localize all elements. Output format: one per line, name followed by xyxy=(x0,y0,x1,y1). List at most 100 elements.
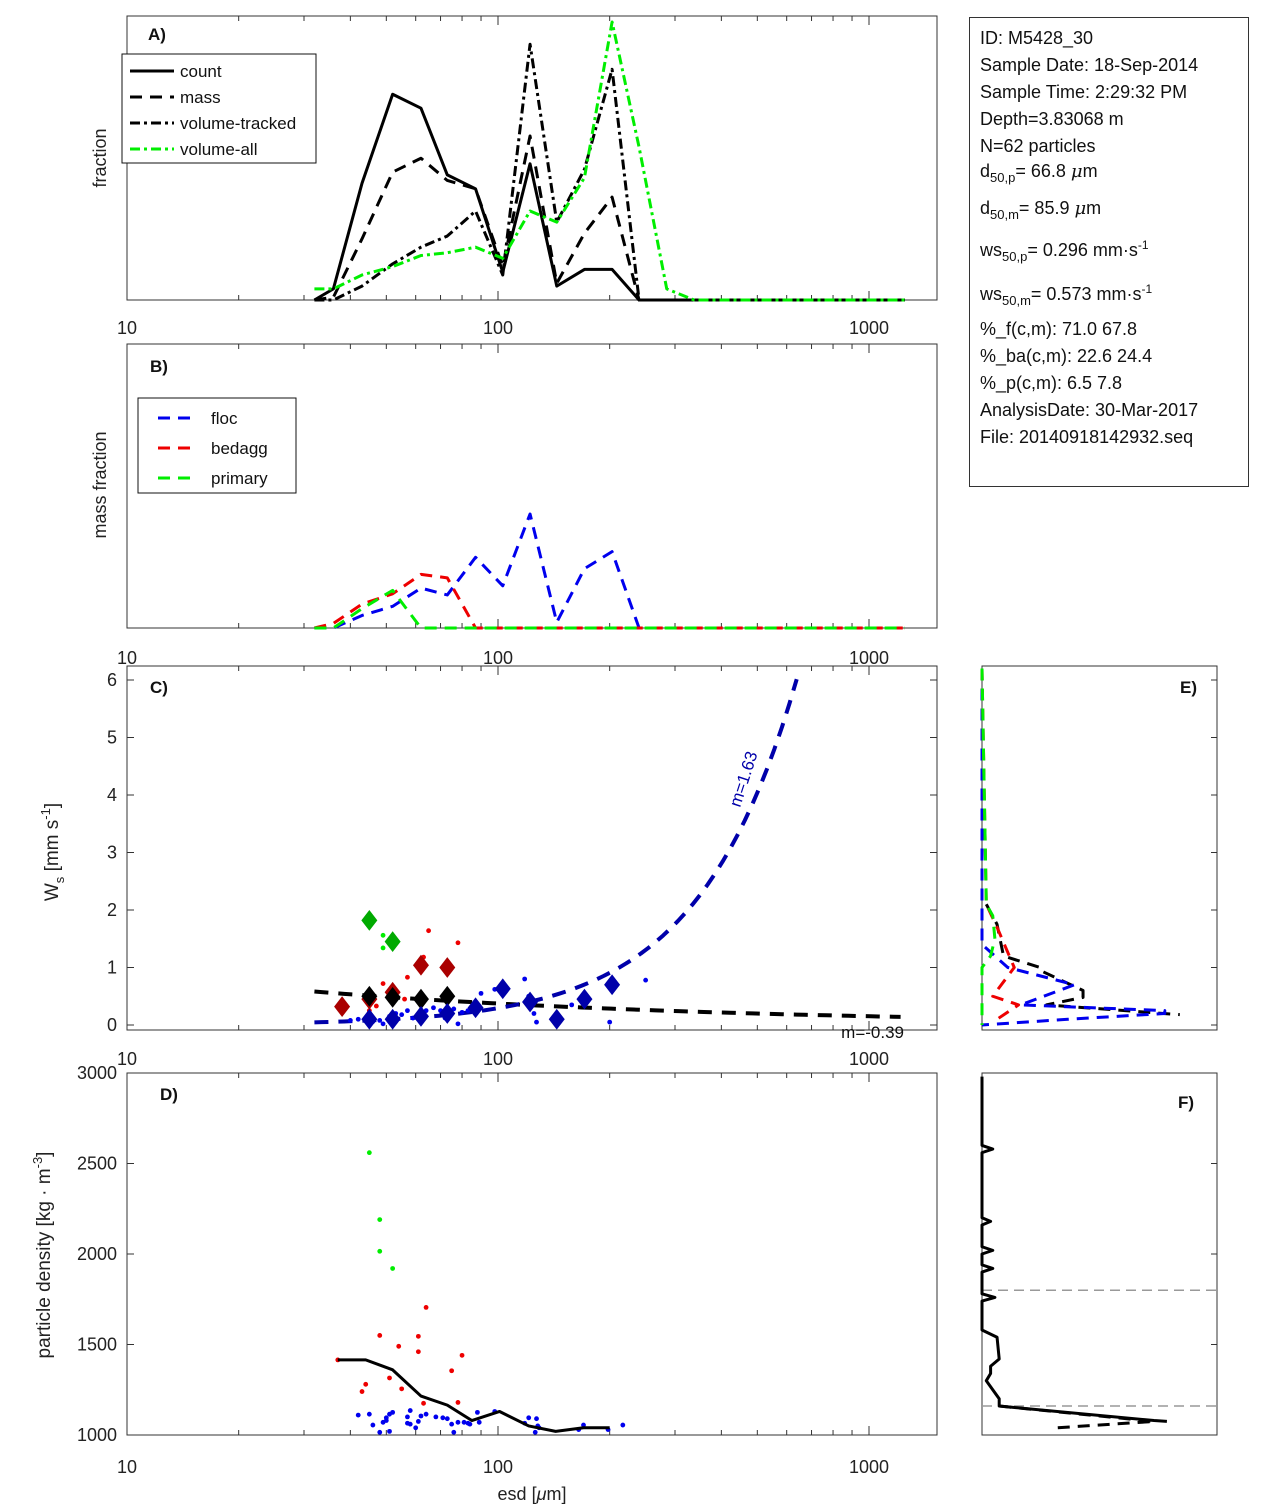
particle-point-primary xyxy=(390,1266,396,1271)
binned-mean-all xyxy=(384,987,401,1008)
series-line-volume-tracked xyxy=(314,42,905,302)
y-tick-label: 2500 xyxy=(77,1154,117,1174)
x-tick-label: 1000 xyxy=(849,1049,889,1069)
legend-label-count: count xyxy=(180,62,222,81)
particle-point-bedagg xyxy=(402,996,407,1002)
x-tick-label: 100 xyxy=(483,648,513,668)
fit-line-floc-fit xyxy=(314,678,799,1025)
particle-point-floc xyxy=(531,1011,537,1016)
y-axis-label-part: -3 xyxy=(30,1157,45,1169)
particle-point-bedagg xyxy=(377,1333,383,1338)
binned-mean-bedagg xyxy=(334,996,351,1017)
info-d50m: d50,m= 85.9 μm xyxy=(980,198,1101,222)
info-pct-floc: %_f(c,m): 71.0 67.8 xyxy=(980,319,1138,339)
series-line-primary xyxy=(314,588,905,630)
particle-point-floc xyxy=(407,1408,413,1413)
info-id: ID: M5428_30 xyxy=(980,28,1094,48)
particle-point-floc xyxy=(370,1422,376,1428)
series-line-mass xyxy=(314,134,905,302)
panel-c-frame xyxy=(126,665,938,1031)
panel-d-x-axis: 10 100 1000 xyxy=(117,1073,889,1477)
panel-e-frame xyxy=(981,665,1218,1031)
y-axis-label-part: ] xyxy=(34,1152,55,1157)
info-d50p: d50,p= 66.8 μm xyxy=(980,161,1098,185)
particle-point-bedagg xyxy=(423,1304,429,1310)
particle-point-floc xyxy=(431,1005,436,1011)
y-axis-label-part: [mm s xyxy=(42,820,63,877)
particle-point-bedagg xyxy=(399,1386,405,1392)
y-tick-label: 2000 xyxy=(77,1244,117,1264)
particle-point-floc xyxy=(405,1008,410,1014)
y-axis-label-part: -1 xyxy=(38,808,53,820)
particle-point-floc xyxy=(355,1016,361,1022)
particle-point-floc xyxy=(526,1415,532,1421)
d50m-subscript: 50,m xyxy=(990,207,1019,222)
distribution-line-bedagg xyxy=(980,668,1021,1024)
binned-mean-floc xyxy=(522,991,539,1013)
particle-point-floc xyxy=(380,1021,386,1027)
panel-c-x-axis: 10 100 1000 xyxy=(117,666,889,1069)
particle-point-floc xyxy=(444,1416,450,1422)
info-ws50p: ws50,p= 0.296 mm·s-1 xyxy=(980,238,1149,264)
x-tick-label: 100 xyxy=(483,1049,513,1069)
particle-point-floc xyxy=(620,1422,626,1428)
y-tick-label: 3000 xyxy=(77,1063,117,1083)
particle-point-floc xyxy=(407,1421,413,1427)
binned-mean-floc xyxy=(412,1005,429,1027)
particle-point-primary xyxy=(366,1150,372,1156)
panel-d-frame xyxy=(126,1072,938,1436)
distribution-line-all xyxy=(984,903,1180,1017)
particle-point-floc xyxy=(415,1419,421,1424)
unit: m xyxy=(1086,198,1102,218)
particle-point-floc xyxy=(418,1413,424,1419)
y-tick-label: 4 xyxy=(107,785,117,805)
superscript: -1 xyxy=(1137,238,1149,252)
particle-point-bedagg xyxy=(426,928,431,934)
binned-mean-floc xyxy=(494,978,511,1000)
info-pct-primary: %_p(c,m): 6.5 7.8 xyxy=(980,373,1123,393)
x-axis-label-part: esd [ xyxy=(498,1484,537,1504)
x-tick-label: 1000 xyxy=(849,1457,889,1477)
panel-label-c: C) xyxy=(150,678,168,697)
binned-mean-floc xyxy=(548,1008,565,1030)
particle-point-floc xyxy=(643,977,649,983)
x-tick-label: 10 xyxy=(117,648,137,668)
distribution-line-mass xyxy=(999,1404,1156,1430)
particle-point-bedagg xyxy=(387,1375,392,1381)
particle-point-bedagg xyxy=(373,1003,379,1009)
ws50p-value: = 0.296 mm·s xyxy=(1027,240,1138,260)
panel-b-x-axis: 10 100 1000 xyxy=(117,344,889,668)
panel-e-y-axis xyxy=(1211,679,1217,1026)
info-depth: Depth=3.83068 m xyxy=(980,109,1124,129)
particle-point-floc xyxy=(399,1012,405,1018)
particle-point-floc xyxy=(390,1409,396,1415)
legend-label-volume-tracked: volume-tracked xyxy=(180,114,296,133)
fit-line-all-fit xyxy=(314,989,901,1019)
particle-point-primary xyxy=(380,932,386,938)
particle-point-bedagg xyxy=(455,940,461,946)
y-axis-label-d: particle density [kg · m-3] xyxy=(30,1152,55,1359)
ws50m-subscript: 50,m xyxy=(1002,293,1031,308)
particle-point-bedagg xyxy=(459,1352,465,1358)
x-tick-label: 100 xyxy=(483,318,513,338)
legend-label-mass: mass xyxy=(180,88,221,107)
x-tick-label: 1000 xyxy=(849,648,889,668)
d50p-subscript: 50,p xyxy=(990,170,1016,185)
y-axis-label-part: W xyxy=(42,883,63,901)
particle-point-floc xyxy=(581,1422,586,1428)
info-ws50m: ws50,m= 0.573 mm·s-1 xyxy=(980,282,1152,308)
y-axis-label-c: Ws [mm s-1] xyxy=(38,803,67,901)
d50p-symbol: d xyxy=(980,161,991,181)
particle-point-bedagg xyxy=(380,981,386,986)
ws50m-value: = 0.573 mm·s xyxy=(1030,284,1142,304)
info-analysis-date: AnalysisDate: 30-Mar-2017 xyxy=(980,400,1199,420)
particle-point-floc xyxy=(455,1021,461,1027)
binned-mean-bedagg xyxy=(439,957,456,978)
binned-mean-floc xyxy=(576,988,593,1010)
panel-label-a: A) xyxy=(148,25,166,44)
particle-point-floc xyxy=(451,1429,457,1435)
y-axis-label-part: s xyxy=(52,876,67,883)
particle-point-floc xyxy=(347,1018,353,1023)
particle-point-floc xyxy=(459,1009,465,1015)
